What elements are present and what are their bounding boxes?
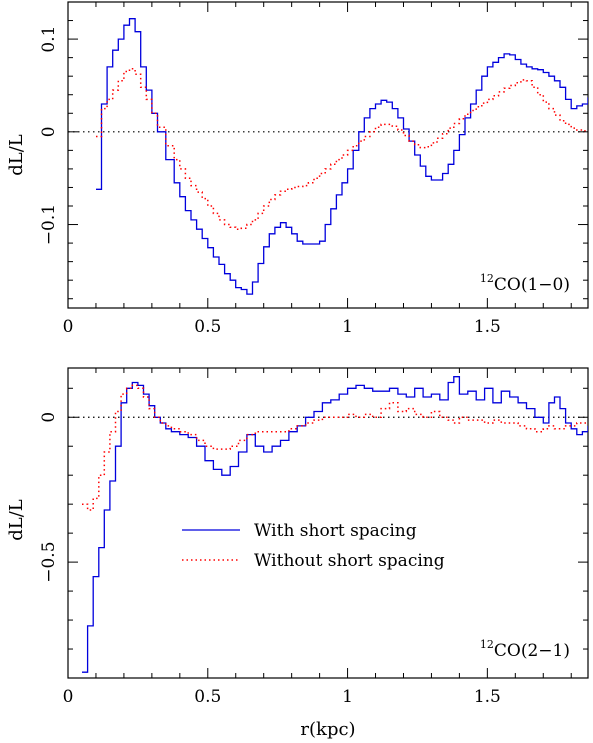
panel-co10-frame <box>67 1 589 309</box>
panel-co21: 0 0.5 1 1.5 −0.5 0 dL/L r(kpc) 12CO(2−1) With… <box>6 367 589 740</box>
x-tick-label: 0 <box>63 687 74 707</box>
panel-co10-annotation: 12CO(1−0) <box>480 272 570 295</box>
x-tick-label: 1.5 <box>474 687 501 707</box>
y-tick-label: −0.5 <box>39 541 59 582</box>
y-tick-label: 0.1 <box>39 26 59 53</box>
legend-label-with-short-spacing: With short spacing <box>254 521 417 541</box>
panel-co21-annotation: 12CO(2−1) <box>480 638 570 661</box>
panel-co10-annotation-text: CO(1−0) <box>494 275 570 295</box>
panel-co10-annotation-sup: 12 <box>480 272 494 285</box>
panel-co21-series <box>82 376 588 673</box>
panel-co21-annotation-text: CO(2−1) <box>494 641 570 661</box>
panel-co21-annotation-sup: 12 <box>480 638 494 651</box>
panel-co10-series <box>96 18 588 295</box>
panel-co10-ylabel: dL/L <box>6 134 27 176</box>
panel-co10: 0 0.5 1 1.5 −0.1 0 0.1 dL/L 12CO(1−0) <box>6 1 589 337</box>
series-with-short-spacing <box>82 376 588 673</box>
x-tick-label: 0.5 <box>194 317 221 337</box>
panel-co10-ticks: 0 0.5 1 1.5 −0.1 0 0.1 <box>39 1 588 337</box>
y-tick-label: 0 <box>39 126 59 137</box>
x-tick-label: 0 <box>63 317 74 337</box>
x-tick-label: 1 <box>342 317 353 337</box>
panel-co21-xlabel: r(kpc) <box>300 719 355 740</box>
series-without-short-spacing <box>96 68 588 230</box>
series-without-short-spacing <box>82 384 588 511</box>
y-tick-label: −0.1 <box>39 204 59 245</box>
x-tick-label: 0.5 <box>194 687 221 707</box>
legend-label-without-short-spacing: Without short spacing <box>254 551 445 571</box>
y-tick-label: 0 <box>39 412 59 423</box>
series-with-short-spacing <box>96 18 588 295</box>
panel-co21-ticks: 0 0.5 1 1.5 −0.5 0 <box>39 368 588 707</box>
legend: With short spacing Without short spacing <box>182 521 445 571</box>
x-tick-label: 1 <box>342 687 353 707</box>
x-tick-label: 1.5 <box>474 317 501 337</box>
panel-co21-ylabel: dL/L <box>6 499 27 541</box>
panel-co21-frame <box>67 367 589 679</box>
